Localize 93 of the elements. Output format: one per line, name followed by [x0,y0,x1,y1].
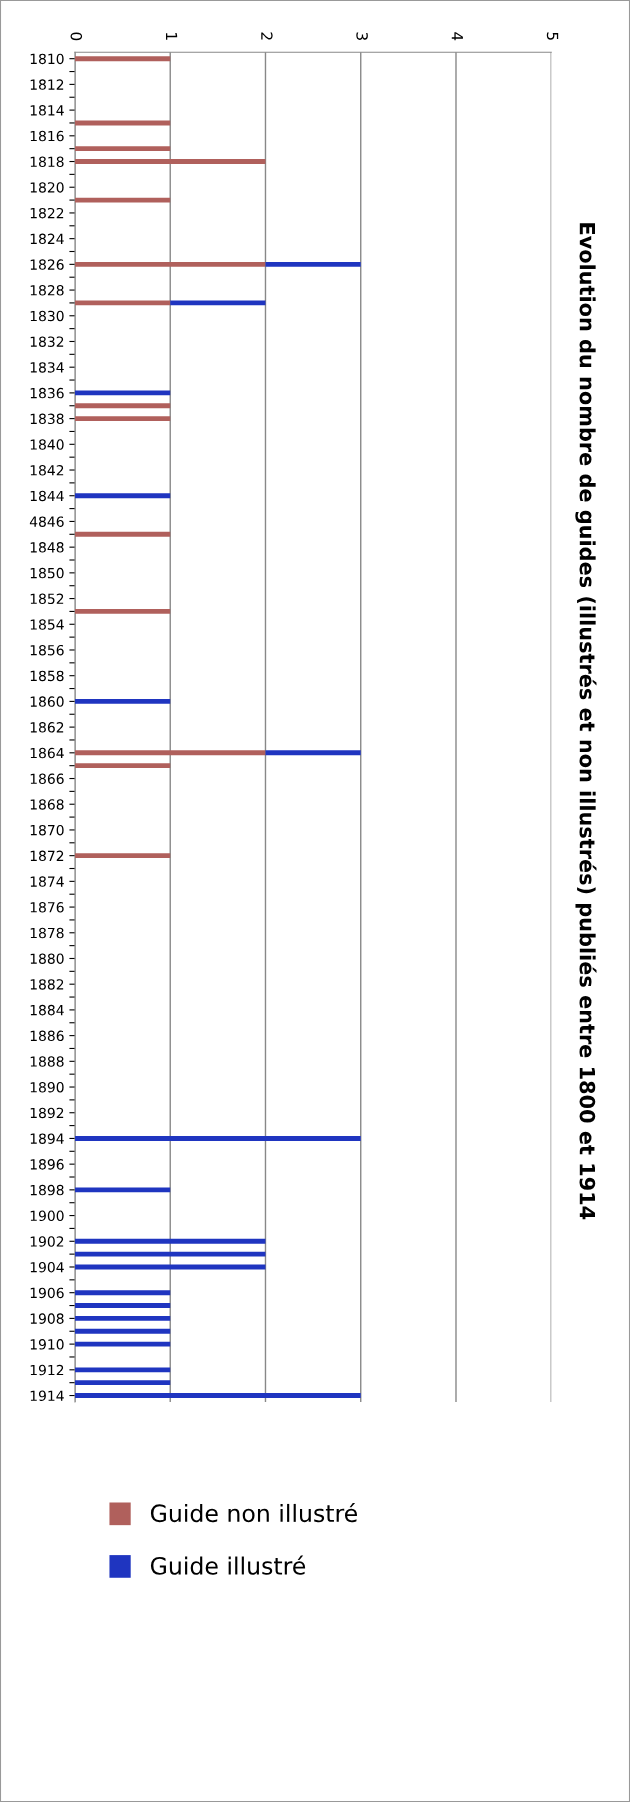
bar [74,261,266,267]
y-tick-label: 1828 [30,285,64,296]
y-tick-label: 1814 [30,105,64,116]
bar [74,1380,171,1386]
y-tick-label: 1822 [30,207,64,219]
bar [74,750,266,756]
y-tick-label: 1896 [30,1159,64,1170]
bar [74,1187,171,1193]
bar [265,261,361,267]
bar [74,416,171,422]
bar [74,300,171,306]
y-tick-label: 1906 [30,1287,64,1299]
y-tick-label: 1816 [30,130,64,142]
y-tick-label: 1826 [30,259,64,270]
y-tick-label: 1810 [30,53,64,65]
bar [74,1251,266,1257]
y-tick-label: 1838 [30,413,64,425]
bar [74,1136,361,1141]
bar [74,390,171,396]
bar [74,763,171,769]
y-tick-label: 1848 [30,542,64,553]
y-tick-label: 1866 [30,773,64,784]
y-tick-label: 1832 [30,336,64,347]
y-tick-label: 1818 [30,156,64,167]
y-tick-label: 1912 [30,1364,64,1376]
bar [74,853,171,859]
bar [170,300,266,306]
y-tick-label: 4846 [29,516,64,527]
bar [74,159,266,164]
bar [74,1238,266,1244]
y-tick-label: 1888 [30,1056,64,1067]
bar [74,531,171,537]
x-tick-label: 0 [70,32,83,41]
legend-label: Guide illustré [150,1555,306,1575]
y-tick-label: 1820 [30,182,64,193]
y-tick-label: 1852 [30,593,64,605]
legend-label: Guide non illustré [150,1502,357,1523]
y-tick-label: 1902 [30,1236,64,1247]
y-tick-label: 1894 [30,1133,64,1144]
y-tick-label: 1880 [30,953,64,964]
y-tick-label: 1824 [30,233,64,245]
y-tick-label: 1910 [30,1339,64,1350]
y-tick-label: 1914 [30,1390,64,1401]
x-tick-label: 1 [166,33,178,40]
y-tick-label: 1872 [30,850,64,862]
bar [74,197,171,203]
y-tick-label: 1856 [30,644,64,656]
y-tick-label: 1868 [30,799,64,810]
y-tick-label: 1840 [30,439,64,450]
y-tick-label: 1870 [30,824,64,836]
text: Evolution du nombre de guides (illustrés et non illustrés) publiés entre 1800 et 1914 [575,223,597,1220]
y-tick-label: 1850 [30,567,64,579]
x-tick-label: 3 [356,32,368,40]
y-tick-label: 1836 [30,387,64,399]
x-tick-label: 2 [261,32,273,40]
y-tick-label: 1812 [30,79,64,90]
y-tick-label: 1886 [30,1030,64,1042]
x-tick-label: 5 [546,32,559,40]
bar [74,1303,171,1308]
bar [74,1367,171,1373]
y-tick-label: 1898 [30,1184,64,1196]
y-tick-label: 1878 [30,927,64,939]
y-tick-label: 1882 [30,979,64,990]
bar [265,750,361,756]
bar [74,1328,171,1334]
y-tick-label: 1892 [30,1107,64,1119]
bar [74,1315,171,1321]
y-tick-label: 1884 [30,1004,64,1016]
y-tick-label: 1904 [30,1261,64,1273]
y-tick-label: 1908 [30,1313,64,1324]
y-tick-label: 1876 [30,902,64,913]
y-tick-label: 1862 [30,722,64,733]
bar [74,1341,171,1347]
y-tick-label: 1858 [30,670,64,682]
y-tick-label: 1842 [30,464,64,476]
y-tick-label: 1844 [30,490,64,502]
y-tick-label: 1830 [30,310,64,322]
bar [74,493,171,499]
y-tick-label: 1874 [30,876,64,887]
y-tick-label: 1864 [30,747,64,759]
y-tick-label: 1854 [30,619,64,630]
bar [74,1393,361,1398]
y-tick-label: 1890 [30,1081,64,1093]
bar [74,608,171,614]
y-tick-label: 1834 [30,362,64,373]
x-tick-label: 4 [451,32,463,41]
y-tick-label: 1900 [30,1210,64,1222]
bar [74,1290,171,1296]
y-tick-label: 1860 [30,696,64,707]
bar [74,56,171,62]
bar [74,698,171,704]
bar [74,403,171,409]
bar [74,146,171,152]
